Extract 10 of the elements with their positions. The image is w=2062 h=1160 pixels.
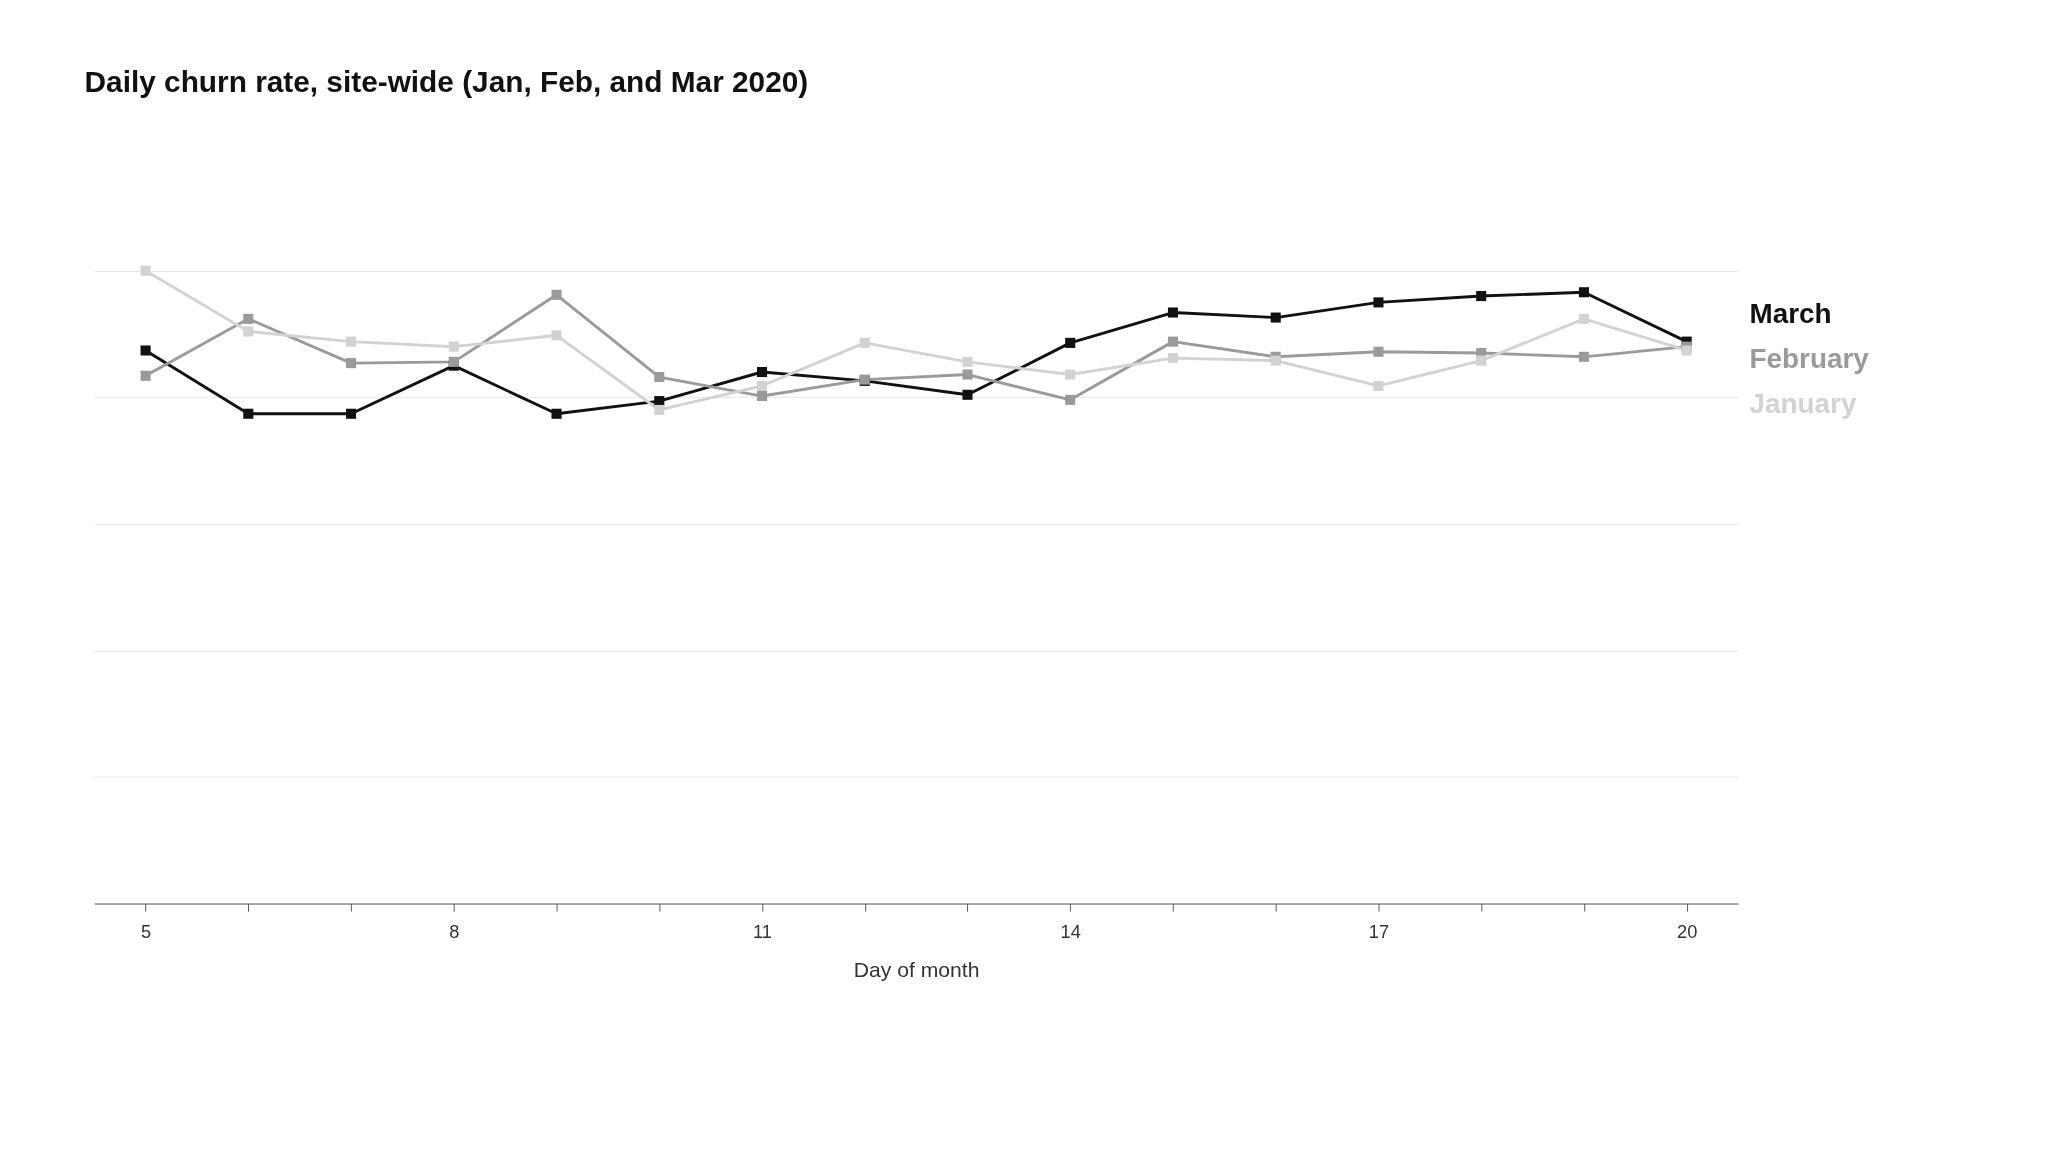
x-tick-label: 14 [1060, 920, 1081, 942]
text: March [1749, 297, 1832, 329]
x-tick-label: 17 [1368, 920, 1390, 942]
x-tick-label: 11 [753, 920, 772, 942]
x-tick-label: 5 [140, 920, 152, 942]
x-axis-title: Day of month [853, 958, 980, 982]
text: February [1749, 342, 1870, 374]
chart-title: Daily churn rate, site-wide (Jan, Feb, and Mar 2020) [84, 65, 809, 99]
x-tick-label: 20 [1676, 920, 1698, 942]
x-tick-label: 8 [449, 920, 460, 942]
